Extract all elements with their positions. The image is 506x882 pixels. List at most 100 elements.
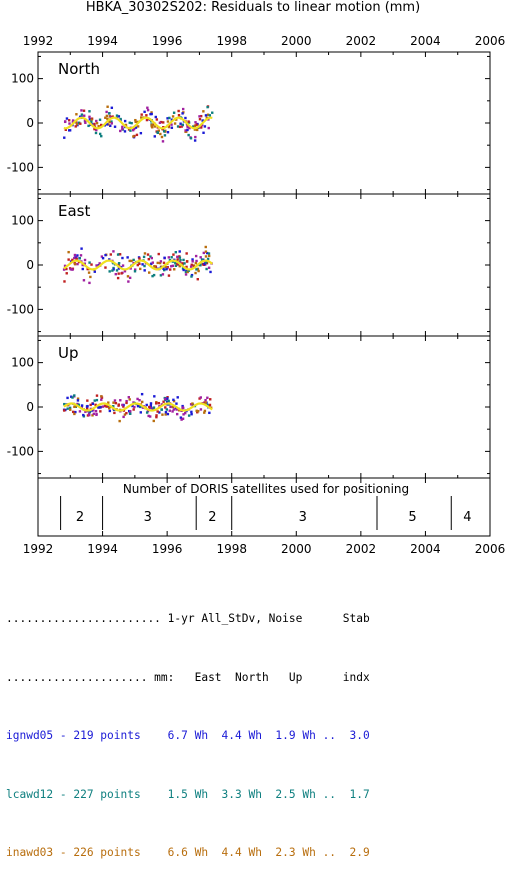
residual-point [171, 115, 175, 118]
residual-point [138, 399, 141, 402]
stats-header-1: ....................... 1-yr All_StDv, N… [6, 612, 370, 625]
residual-point [211, 111, 214, 114]
residual-point [107, 123, 110, 126]
residual-point [129, 410, 132, 413]
residual-point [132, 401, 135, 404]
stats-header-2: ..................... mm: East North Up … [6, 670, 370, 684]
residual-point [95, 394, 99, 397]
residual-point [108, 258, 111, 261]
residual-point [143, 110, 146, 114]
residual-point [166, 412, 170, 416]
residual-point [130, 121, 133, 125]
residual-point [181, 267, 185, 270]
residual-point [139, 131, 143, 135]
residual-point [82, 413, 85, 417]
residual-point [136, 125, 140, 128]
residual-point [182, 268, 185, 272]
panel-frame [37, 193, 491, 337]
residual-point [125, 412, 128, 415]
residual-point [100, 395, 103, 398]
residual-point [187, 120, 190, 123]
residual-point [99, 410, 102, 413]
residual-point [156, 131, 160, 135]
residual-point [66, 407, 69, 410]
residual-point [161, 413, 164, 416]
residual-point [83, 262, 86, 265]
residual-point [159, 274, 163, 277]
residual-point [88, 281, 91, 285]
residual-point [202, 131, 205, 134]
x-tick-label-bottom: 1994 [87, 542, 118, 556]
residual-point [189, 265, 193, 268]
residual-point [108, 120, 111, 123]
residual-point [185, 260, 189, 263]
residual-point [176, 125, 180, 128]
residual-point [75, 123, 79, 126]
residual-point [196, 267, 200, 271]
residual-point [125, 399, 128, 403]
residual-point [157, 129, 161, 132]
residual-point [104, 253, 107, 257]
residual-point [87, 124, 90, 128]
y-tick-label: -100 [7, 444, 34, 458]
residual-point [204, 245, 207, 249]
residual-point [106, 117, 109, 120]
residual-point [121, 127, 124, 131]
residual-point [172, 408, 175, 411]
residual-point [200, 258, 204, 261]
residual-point [121, 125, 124, 129]
residual-point [111, 115, 114, 118]
residual-point [149, 402, 153, 405]
residual-point [129, 267, 132, 270]
residual-point [151, 123, 155, 126]
residual-point [106, 123, 109, 126]
residual-point [203, 125, 207, 128]
residual-point [127, 128, 131, 131]
residual-point [128, 121, 131, 124]
residual-point [195, 409, 198, 413]
residual-point [169, 405, 172, 409]
residual-point [109, 115, 112, 119]
residual-point [150, 262, 153, 265]
residual-point [176, 396, 179, 399]
residual-point [132, 408, 135, 411]
residual-point [146, 108, 150, 112]
y-tick-label: -100 [7, 302, 34, 316]
residual-point [167, 274, 171, 277]
residual-point [111, 269, 114, 272]
residual-point [186, 270, 189, 274]
residual-point [165, 408, 169, 411]
residual-point [121, 264, 125, 267]
residual-point [132, 128, 135, 132]
residual-point [117, 115, 121, 118]
residual-point [100, 398, 103, 401]
residual-point [148, 415, 152, 418]
y-tick-label: -100 [7, 160, 34, 174]
residual-point [193, 124, 197, 128]
residual-point [179, 258, 182, 262]
residual-point [147, 271, 151, 274]
residual-point [95, 119, 98, 123]
residual-point [114, 272, 117, 276]
residual-point [115, 114, 119, 117]
residual-point [173, 122, 177, 125]
residual-point [194, 121, 197, 124]
residual-point [170, 118, 174, 121]
residual-point [109, 253, 112, 256]
residual-point [93, 270, 96, 273]
residual-point [68, 406, 72, 410]
residual-point [121, 256, 124, 260]
residual-point [110, 120, 113, 123]
residual-point [89, 403, 92, 407]
residual-point [73, 412, 76, 416]
residual-point [188, 126, 191, 130]
residual-point [168, 116, 171, 120]
residual-point [69, 268, 73, 271]
residual-point [203, 409, 207, 413]
residual-point [165, 267, 168, 271]
residual-point [105, 110, 108, 114]
residual-point [199, 256, 202, 259]
residual-point [118, 419, 121, 423]
residual-point [71, 120, 75, 124]
residual-point [181, 406, 184, 409]
